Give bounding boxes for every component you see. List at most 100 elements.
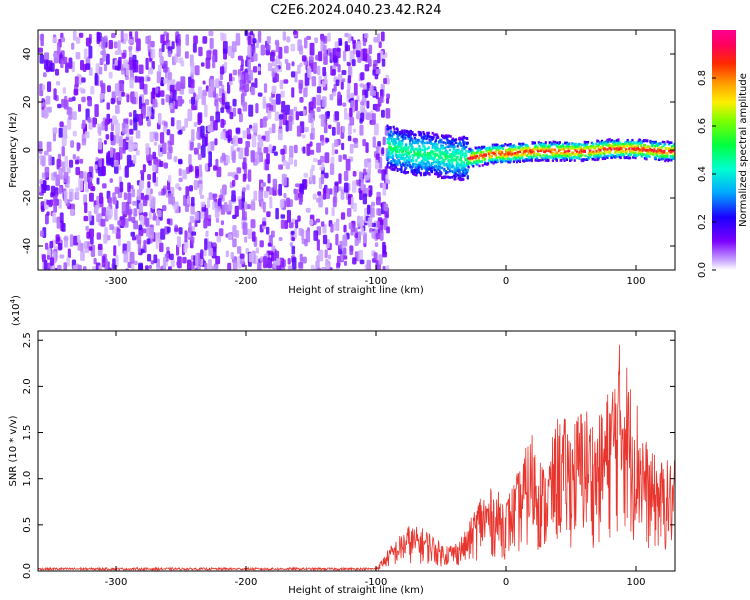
noise-cell: [258, 189, 264, 203]
signal-cell: [542, 143, 545, 147]
signal-cell: [576, 147, 579, 151]
noise-cell: [146, 76, 151, 82]
signal-cell: [517, 159, 520, 163]
signal-cell: [426, 136, 429, 140]
noise-cell: [244, 147, 249, 157]
signal-cell: [608, 151, 611, 154]
noise-cell: [260, 44, 265, 56]
signal-cell: [592, 150, 595, 153]
noise-cell: [376, 196, 381, 206]
signal-cell: [515, 148, 518, 152]
noise-cell: [129, 128, 134, 135]
signal-cell: [472, 150, 475, 154]
noise-cell: [52, 212, 56, 223]
signal-cell: [628, 147, 631, 151]
noise-cell: [279, 118, 283, 128]
noise-cell: [337, 92, 341, 99]
noise-cell: [250, 219, 256, 229]
noise-cell: [341, 126, 346, 133]
signal-cell: [574, 152, 577, 156]
signal-cell: [431, 137, 434, 141]
noise-cell: [372, 136, 376, 148]
noise-cell: [230, 252, 235, 260]
noise-cell: [242, 187, 246, 192]
noise-cell: [52, 37, 58, 43]
noise-cell: [125, 268, 130, 270]
signal-cell: [561, 145, 565, 148]
signal-cell: [387, 126, 390, 129]
signal-cell: [566, 150, 569, 153]
noise-cell: [75, 159, 79, 165]
signal-cell: [446, 171, 449, 174]
noise-cell: [72, 130, 77, 137]
noise-cell: [253, 190, 258, 201]
noise-cell: [309, 219, 314, 226]
noise-cell: [345, 158, 351, 171]
signal-cell: [436, 146, 439, 150]
spectrogram-x-tick-label: -300: [105, 276, 128, 287]
signal-cell: [643, 147, 646, 150]
signal-cell: [405, 155, 409, 158]
noise-cell: [72, 154, 76, 160]
signal-cell: [636, 144, 639, 147]
signal-cell: [497, 155, 500, 159]
noise-cell: [88, 246, 93, 251]
noise-cell: [366, 112, 371, 121]
signal-cell: [506, 149, 509, 152]
signal-cell: [469, 155, 473, 158]
signal-cell: [536, 153, 539, 156]
signal-cell: [625, 144, 629, 147]
signal-cell: [590, 153, 593, 156]
noise-cell: [330, 156, 335, 164]
signal-cell: [457, 167, 460, 170]
snr-y-tick-label: 0.0: [22, 563, 33, 579]
signal-cell: [494, 154, 497, 157]
signal-cell: [673, 156, 675, 160]
noise-cell: [356, 50, 361, 58]
signal-cell: [419, 132, 423, 135]
noise-cell: [191, 231, 197, 236]
signal-cell: [429, 166, 432, 169]
noise-cell: [293, 228, 297, 239]
noise-cell: [290, 71, 296, 78]
signal-cell: [389, 137, 392, 140]
signal-cell: [439, 174, 442, 177]
noise-cell: [153, 254, 158, 264]
noise-cell: [236, 147, 240, 152]
noise-cell: [284, 45, 289, 54]
signal-cell: [615, 139, 618, 142]
noise-cell: [381, 147, 385, 155]
noise-cell: [184, 203, 189, 212]
noise-cell: [299, 111, 304, 116]
signal-cell: [398, 150, 401, 154]
noise-cell: [336, 262, 340, 269]
noise-cell: [302, 109, 306, 116]
noise-cell: [340, 212, 346, 220]
noise-cell: [128, 211, 132, 222]
noise-cell: [160, 228, 166, 240]
noise-cell: [63, 99, 69, 110]
snr-x-axis-label: Height of straight line (km): [288, 585, 424, 596]
noise-cell: [338, 173, 342, 184]
signal-cell: [599, 148, 602, 152]
noise-cell: [41, 101, 45, 107]
signal-cell: [508, 151, 511, 154]
signal-cell: [632, 151, 636, 155]
noise-cell: [365, 142, 369, 153]
noise-cell: [96, 177, 100, 185]
signal-cell: [669, 156, 672, 159]
noise-cell: [102, 49, 106, 62]
noise-cell: [362, 48, 368, 62]
noise-cell: [163, 60, 168, 73]
noise-cell: [343, 224, 347, 233]
signal-cell: [477, 159, 480, 162]
noise-cell: [143, 216, 148, 226]
noise-cell: [110, 98, 115, 105]
signal-cell: [419, 134, 423, 137]
noise-cell: [352, 171, 357, 177]
signal-cell: [469, 161, 473, 165]
signal-cell: [616, 148, 619, 152]
noise-cell: [248, 169, 252, 182]
noise-cell: [293, 159, 298, 167]
noise-cell: [80, 242, 84, 253]
